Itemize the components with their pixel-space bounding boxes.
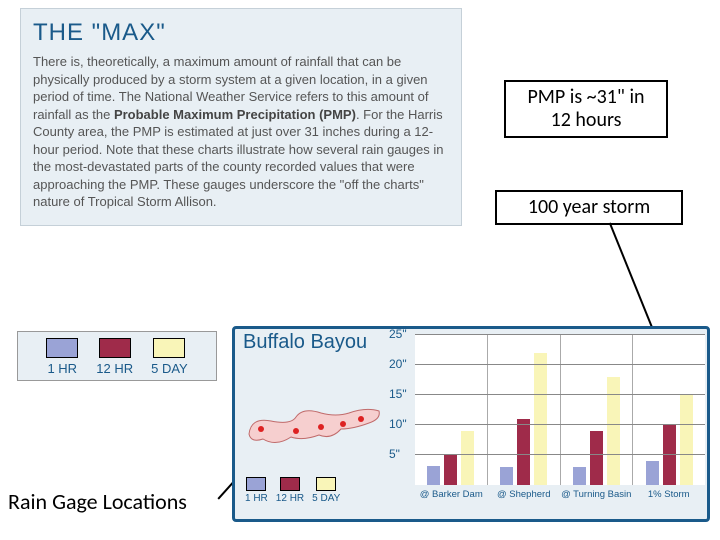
legend-label: 5 DAY	[151, 361, 188, 376]
legend-item: 5 DAY	[151, 338, 188, 376]
legend-swatch	[46, 338, 78, 358]
chart-title-text: Buffalo Bayou	[243, 331, 367, 353]
legend-label: 1 HR	[47, 361, 77, 376]
chart-mini-legend: 1 HR 12 HR 5 DAY	[245, 477, 340, 504]
chart-category	[633, 335, 705, 485]
chart-ytick: 25"	[415, 334, 705, 335]
gage-point	[358, 416, 364, 422]
legend-item: 12 HR	[96, 338, 133, 376]
chart-category	[488, 335, 561, 485]
chart-bar	[534, 353, 547, 485]
legend-label: 12 HR	[96, 361, 133, 376]
mini-legend-item: 5 DAY	[312, 477, 340, 504]
chart-x-label: @ Shepherd	[488, 489, 561, 500]
chart-ytick-label: 10"	[389, 417, 407, 431]
chart-bar	[680, 395, 693, 485]
max-body: There is, theoretically, a maximum amoun…	[33, 53, 449, 211]
gage-point	[340, 421, 346, 427]
chart-bar	[573, 467, 586, 485]
mini-legend-item: 1 HR	[245, 477, 268, 504]
gage-point	[258, 426, 264, 432]
legend-item: 1 HR	[46, 338, 78, 376]
chart-bar	[500, 467, 513, 485]
mini-legend-item: 12 HR	[276, 477, 304, 504]
chart-ytick-label: 15"	[389, 387, 407, 401]
chart-x-label: @ Barker Dam	[415, 489, 488, 500]
chart-ytick: 20"	[415, 364, 705, 365]
chart-ytick: 5"	[415, 454, 705, 455]
chart-x-label: 1% Storm	[633, 489, 706, 500]
chart-bar	[427, 466, 440, 485]
legend-swatch	[153, 338, 185, 358]
max-title: THE "MAX"	[33, 19, 449, 47]
chart-ytick: 15"	[415, 394, 705, 395]
chart-category	[415, 335, 488, 485]
chart-bar	[663, 425, 676, 485]
annotation-rain-gage: Rain Gage Locations	[8, 488, 187, 515]
chart-title: Buffalo Bayou	[243, 333, 367, 352]
gage-point	[318, 424, 324, 430]
chart-ytick-label: 20"	[389, 357, 407, 371]
chart-ytick: 10"	[415, 424, 705, 425]
annotation-pmp: PMP is ~31" in 12 hours	[504, 80, 668, 138]
chart-bar	[461, 431, 474, 485]
legend-swatch	[99, 338, 131, 358]
annotation-100yr: 100 year storm	[495, 190, 683, 225]
chart-panel: Buffalo Bayou 1 HR 12 HR 5 DAY 5" 10" 15" 20"…	[232, 326, 710, 522]
chart-category	[561, 335, 634, 485]
chart-bar	[517, 419, 530, 485]
bayou-map	[241, 379, 386, 451]
legend-box: 1 HR 12 HR 5 DAY	[17, 331, 217, 381]
chart-x-label: @ Turning Basin	[560, 489, 633, 500]
chart-bar	[646, 461, 659, 485]
chart-plot-area: 5" 10" 15" 20" 25"	[415, 335, 705, 485]
max-textbox: THE "MAX" There is, theoretically, a max…	[20, 8, 462, 226]
chart-bar	[590, 431, 603, 485]
chart-bar	[444, 455, 457, 485]
chart-x-labels: @ Barker Dam@ Shepherd@ Turning Basin1% …	[415, 489, 705, 500]
gage-point	[293, 428, 299, 434]
chart-bar-groups	[415, 335, 705, 485]
chart-ytick-label: 5"	[389, 447, 400, 461]
bayou-shape	[249, 409, 379, 442]
chart-ytick-label: 25"	[389, 327, 407, 341]
